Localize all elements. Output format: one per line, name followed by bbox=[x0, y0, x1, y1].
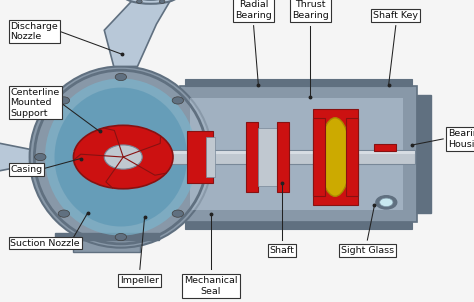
Bar bbox=[185, 222, 412, 229]
Bar bbox=[346, 118, 358, 196]
Ellipse shape bbox=[29, 66, 212, 248]
Bar bbox=[246, 122, 258, 192]
Bar bbox=[185, 79, 412, 86]
Text: Shaft Key: Shaft Key bbox=[374, 11, 418, 20]
Text: Discharge
Nozzle: Discharge Nozzle bbox=[10, 22, 58, 41]
Text: Shaft: Shaft bbox=[270, 246, 294, 255]
Text: Impeller: Impeller bbox=[120, 276, 159, 285]
Circle shape bbox=[196, 153, 207, 161]
Text: Thrust
Bearing: Thrust Bearing bbox=[292, 0, 329, 20]
Ellipse shape bbox=[45, 79, 197, 236]
Text: Radial
Bearing: Radial Bearing bbox=[235, 0, 272, 20]
Circle shape bbox=[172, 210, 183, 217]
Circle shape bbox=[137, 0, 142, 3]
Bar bbox=[180, 86, 417, 222]
Bar bbox=[313, 118, 325, 196]
Circle shape bbox=[172, 97, 183, 104]
Bar bbox=[55, 233, 159, 240]
Circle shape bbox=[58, 210, 70, 217]
Circle shape bbox=[376, 196, 397, 209]
Text: Centerline
Mounted
Support: Centerline Mounted Support bbox=[10, 88, 60, 117]
Bar bbox=[73, 150, 415, 164]
Bar bbox=[374, 144, 396, 151]
Bar bbox=[73, 240, 140, 252]
Bar bbox=[187, 131, 213, 183]
Ellipse shape bbox=[320, 118, 350, 196]
Circle shape bbox=[115, 73, 127, 81]
Bar bbox=[190, 98, 403, 210]
Bar bbox=[73, 151, 415, 154]
Bar bbox=[277, 122, 289, 192]
Circle shape bbox=[58, 97, 70, 104]
Circle shape bbox=[159, 0, 165, 3]
Wedge shape bbox=[73, 125, 173, 189]
Text: Suction Nozzle: Suction Nozzle bbox=[10, 239, 80, 248]
Ellipse shape bbox=[55, 88, 187, 226]
Bar bbox=[206, 137, 215, 177]
Text: Casing: Casing bbox=[10, 165, 43, 174]
Circle shape bbox=[115, 233, 127, 241]
Bar bbox=[313, 109, 358, 205]
Bar bbox=[258, 128, 277, 186]
Text: Mechanical
Seal: Mechanical Seal bbox=[184, 276, 237, 296]
Polygon shape bbox=[0, 136, 31, 178]
Circle shape bbox=[35, 153, 46, 161]
Ellipse shape bbox=[123, 0, 178, 4]
Circle shape bbox=[380, 198, 393, 207]
Polygon shape bbox=[104, 0, 171, 66]
Text: Bearing
Housing: Bearing Housing bbox=[448, 129, 474, 149]
Bar bbox=[417, 95, 431, 213]
Text: Sight Glass: Sight Glass bbox=[341, 246, 394, 255]
Circle shape bbox=[104, 145, 142, 169]
